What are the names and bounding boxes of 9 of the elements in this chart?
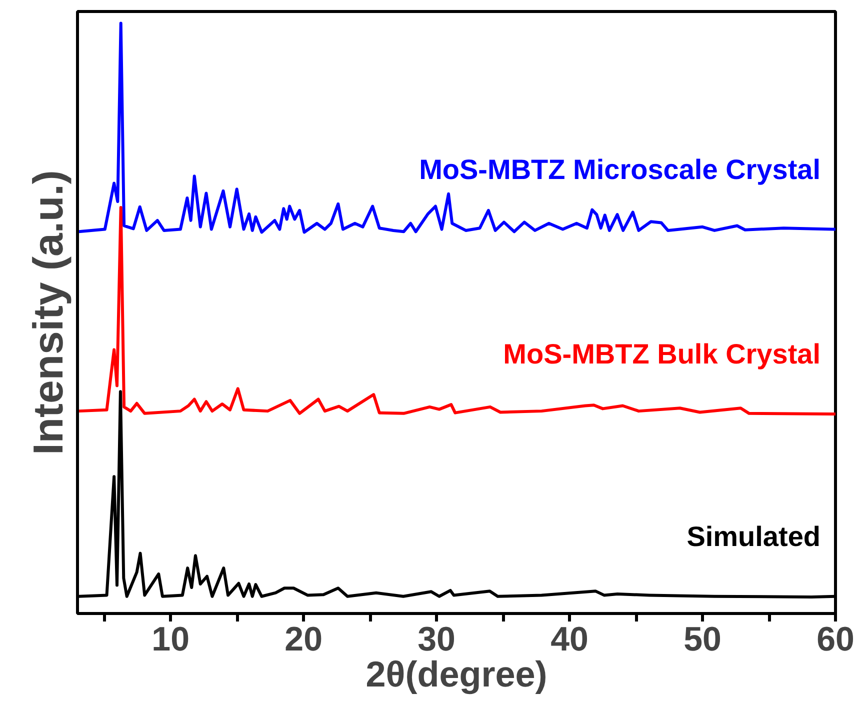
x-tick-label: 20 xyxy=(284,620,322,658)
x-tick-label: 10 xyxy=(152,620,190,658)
series-label: MoS-MBTZ Microscale Crystal xyxy=(419,154,820,186)
series-label: MoS-MBTZ Bulk Crystal xyxy=(503,338,821,370)
x-tick-label: 60 xyxy=(816,620,854,658)
y-axis-title: Intensity (a.u.) xyxy=(24,170,72,455)
x-tick-label: 50 xyxy=(684,620,722,658)
series-label: Simulated xyxy=(686,521,821,552)
x-tick-label: 40 xyxy=(550,620,588,658)
